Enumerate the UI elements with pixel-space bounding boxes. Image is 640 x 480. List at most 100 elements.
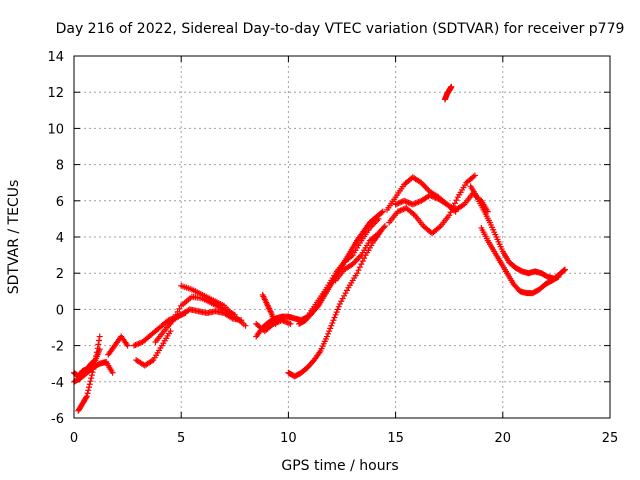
y-tick-labels: -6 -4 -2 0 2 4 6 8 10 12 14 [47, 50, 64, 427]
data-point [380, 224, 387, 231]
data-point [452, 208, 459, 215]
grid-lines [74, 56, 610, 418]
data-point [88, 375, 95, 382]
y-tick-label: 4 [56, 231, 64, 246]
y-tick-label: 2 [56, 267, 64, 282]
y-tick-label: 8 [56, 159, 64, 174]
y-tick-label: 0 [56, 303, 64, 318]
data-series [71, 83, 568, 414]
data-point [381, 223, 388, 230]
data-point [453, 197, 460, 204]
data-point [341, 292, 348, 299]
series-track-2 [75, 333, 103, 414]
data-point [92, 357, 99, 364]
data-point [96, 337, 103, 344]
series-track-15 [306, 215, 382, 317]
data-point [554, 274, 561, 281]
data-point [451, 200, 458, 207]
data-point [327, 325, 334, 332]
chart-title: Day 216 of 2022, Sidereal Day-to-day VTE… [56, 21, 625, 37]
data-point [358, 261, 365, 268]
data-point [448, 83, 455, 90]
series-track-12 [259, 291, 279, 327]
data-point [447, 209, 454, 216]
data-point [338, 298, 345, 305]
series-track-21 [467, 183, 568, 282]
data-point [88, 372, 95, 379]
data-point [330, 317, 337, 324]
data-point [335, 303, 342, 310]
data-point [86, 384, 93, 391]
series-track-1 [71, 346, 103, 380]
data-point [176, 305, 183, 312]
series-track-22 [478, 224, 562, 297]
x-tick-label: 20 [495, 431, 512, 446]
data-point [287, 320, 294, 327]
data-point [172, 311, 179, 318]
data-point [323, 333, 330, 340]
data-point [342, 290, 349, 297]
y-tick-label: -6 [51, 412, 64, 427]
data-point [93, 349, 100, 356]
data-point [356, 264, 363, 271]
data-point [355, 267, 362, 274]
data-point [378, 209, 385, 216]
series-track-16 [332, 223, 388, 284]
data-point [231, 311, 238, 318]
y-tick-label: 14 [47, 50, 64, 65]
y-tick-label: -2 [51, 340, 64, 355]
data-point [84, 390, 91, 397]
plot-frame [73, 55, 611, 419]
data-point [379, 208, 386, 215]
series-track-19 [392, 192, 459, 215]
data-point [561, 266, 568, 273]
series-track-4 [105, 333, 131, 358]
data-point [109, 369, 116, 376]
data-point [86, 381, 93, 388]
data-point [85, 387, 92, 394]
data-point [167, 320, 174, 327]
data-point [375, 215, 382, 222]
data-point [334, 306, 341, 313]
y-tick-label: 10 [47, 122, 64, 137]
y-tick-label: 12 [47, 86, 64, 101]
data-point [124, 342, 131, 349]
series-track-6 [133, 328, 174, 369]
series-track-13 [285, 228, 384, 380]
data-point [471, 172, 478, 179]
data-point [328, 322, 335, 329]
data-point [96, 333, 103, 340]
data-point [446, 212, 453, 219]
x-tick-label: 25 [602, 431, 619, 446]
data-point [83, 393, 90, 400]
data-point [325, 330, 332, 337]
data-point [561, 267, 568, 274]
data-point [359, 258, 366, 265]
data-point [87, 378, 94, 385]
x-tick-label: 0 [70, 431, 78, 446]
series-track-9 [167, 293, 238, 327]
data-point [94, 345, 101, 352]
data-point [169, 317, 176, 324]
y-tick-label: -4 [51, 376, 64, 391]
series-track-20 [441, 83, 455, 103]
x-tick-label: 15 [387, 431, 404, 446]
data-point [332, 311, 339, 318]
data-point [93, 353, 100, 360]
x-axis-label: GPS time / hours [281, 458, 398, 474]
x-tick-label: 5 [177, 431, 185, 446]
data-point [361, 255, 368, 262]
x-tick-labels: 0 5 10 15 20 25 [70, 431, 618, 446]
data-point [272, 320, 279, 327]
x-tick-label: 10 [280, 431, 297, 446]
data-point [242, 322, 249, 329]
data-point [329, 319, 336, 326]
data-point [555, 273, 562, 280]
data-point [83, 394, 90, 401]
data-point [336, 300, 343, 307]
data-point [354, 270, 361, 277]
data-point [344, 287, 351, 294]
data-point [326, 328, 333, 335]
data-point [174, 308, 181, 315]
